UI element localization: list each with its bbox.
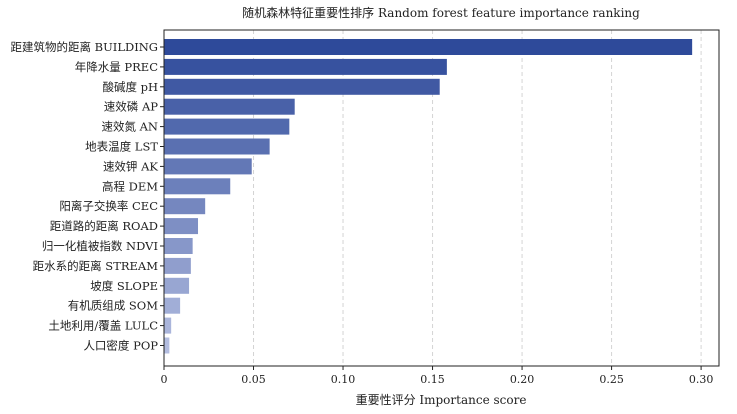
bars xyxy=(164,39,693,354)
x-tick-label: 0.05 xyxy=(241,373,266,386)
category-label: 高程 DEM xyxy=(102,179,158,193)
x-tick-label: 0 xyxy=(161,373,168,386)
bar xyxy=(164,337,170,354)
category-label: 距建筑物的距离 BUILDING xyxy=(11,40,159,54)
bar xyxy=(164,317,172,334)
category-label: 年降水量 PREC xyxy=(75,60,158,74)
bar xyxy=(164,198,206,215)
category-label: 归一化植被指数 NDVI xyxy=(42,239,158,253)
category-label: 阳离子交换率 CEC xyxy=(59,199,158,213)
bar xyxy=(164,78,440,95)
bar xyxy=(164,297,181,314)
category-label: 有机质组成 SOM xyxy=(68,299,158,313)
x-tick-label: 0.15 xyxy=(420,373,445,386)
category-label: 距道路的距离 ROAD xyxy=(50,219,158,233)
x-tick-label: 0.30 xyxy=(689,373,714,386)
plot-frame xyxy=(163,29,720,367)
bar xyxy=(164,218,199,235)
x-tick-label: 0.20 xyxy=(510,373,535,386)
x-axis-ticks: 0 0.05 0.10 0.15 0.20 0.25 0.30 xyxy=(161,366,714,386)
x-axis-title: 重要性评分 Importance score xyxy=(356,393,527,407)
bar xyxy=(164,178,231,195)
bar xyxy=(164,158,252,175)
bar xyxy=(164,98,295,115)
category-label: 速效磷 AP xyxy=(104,100,158,114)
bar xyxy=(164,118,290,135)
category-label: 土地利用/覆盖 LULC xyxy=(48,319,158,333)
category-label: 酸碱度 pH xyxy=(102,80,158,94)
bar xyxy=(164,39,693,55)
category-label: 人口密度 POP xyxy=(83,339,158,353)
category-label: 坡度 SLOPE xyxy=(90,279,158,293)
bar xyxy=(164,238,193,254)
category-label: 距水系的距离 STREAM xyxy=(33,259,159,273)
y-axis-labels: 距建筑物的距离 BUILDING 年降水量 PREC 酸碱度 pH 速效磷 AP 速效氮… xyxy=(11,40,164,353)
bar xyxy=(164,58,447,75)
bar xyxy=(164,138,270,155)
category-label: 速效氮 AN xyxy=(101,120,158,134)
x-tick-label: 0.25 xyxy=(599,373,624,386)
chart-title: 随机森林特征重要性排序 Random forest feature import… xyxy=(242,5,640,20)
category-label: 地表温度 LST xyxy=(85,140,158,154)
x-tick-label: 0.10 xyxy=(331,373,356,386)
category-label: 速效钾 AK xyxy=(103,159,158,173)
bar xyxy=(164,257,191,274)
bar xyxy=(164,277,190,294)
